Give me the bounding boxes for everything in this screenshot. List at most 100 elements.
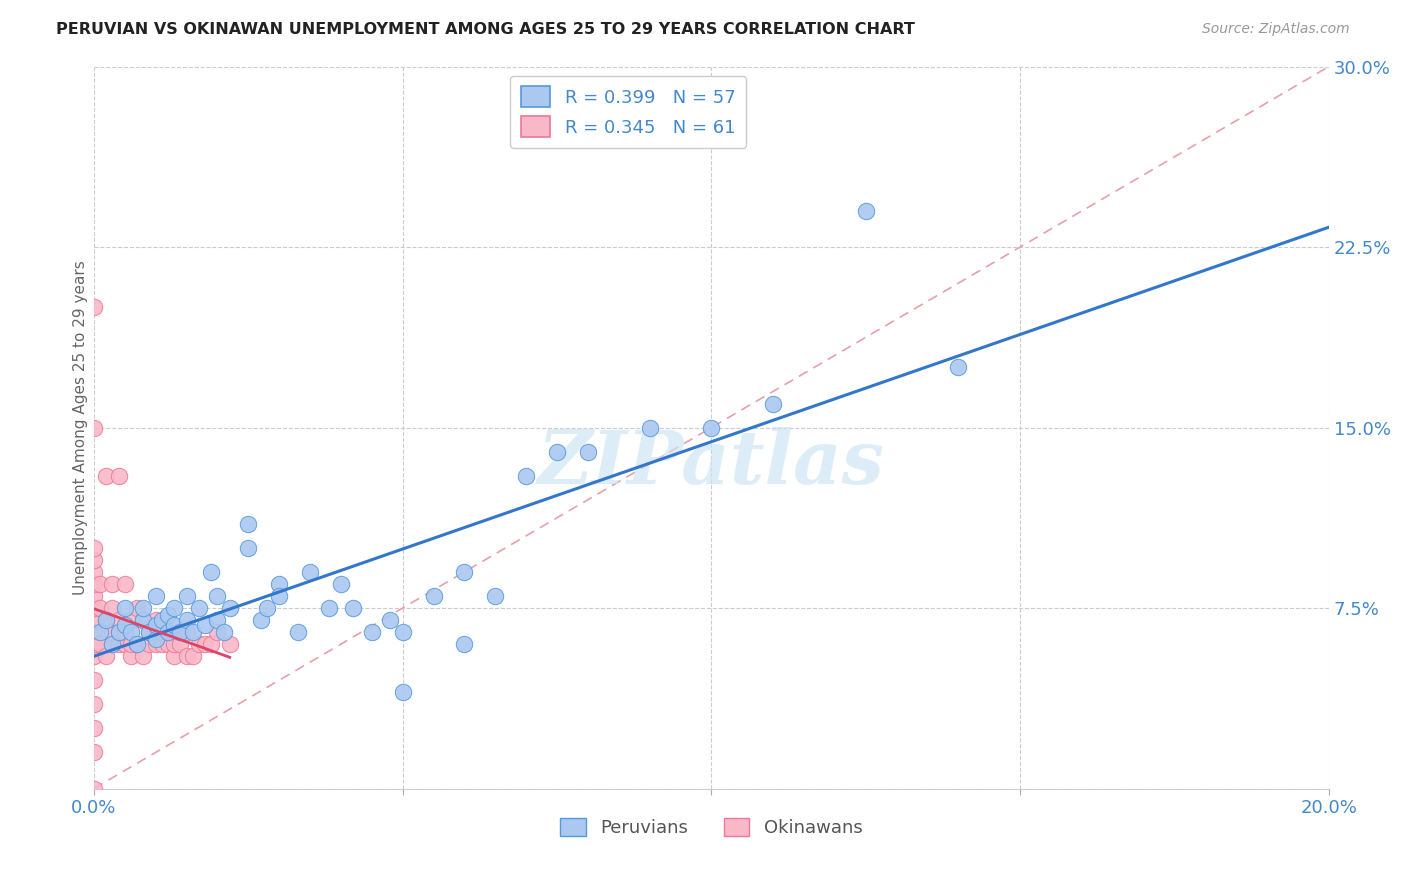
Point xyxy=(169,625,191,640)
Point xyxy=(360,625,382,640)
Point xyxy=(238,516,260,531)
Point xyxy=(96,468,118,483)
Point xyxy=(176,649,198,664)
Point xyxy=(83,613,105,627)
Point xyxy=(176,589,198,603)
Point xyxy=(169,625,191,640)
Point xyxy=(150,637,173,651)
Point xyxy=(163,601,186,615)
Point xyxy=(453,565,475,579)
Point xyxy=(83,781,105,796)
Point xyxy=(107,613,129,627)
Point xyxy=(107,468,129,483)
Point xyxy=(89,625,111,640)
Point xyxy=(120,637,142,651)
Point xyxy=(89,601,111,615)
Point xyxy=(169,637,191,651)
Legend: Peruvians, Okinawans: Peruvians, Okinawans xyxy=(553,811,870,845)
Point xyxy=(176,613,198,627)
Point xyxy=(163,637,186,651)
Point xyxy=(96,613,118,627)
Point xyxy=(114,601,136,615)
Point xyxy=(157,637,180,651)
Point xyxy=(145,589,167,603)
Point xyxy=(269,577,291,591)
Point xyxy=(576,444,599,458)
Point xyxy=(107,637,129,651)
Point xyxy=(342,601,364,615)
Point xyxy=(83,300,105,314)
Point xyxy=(145,632,167,647)
Point xyxy=(638,420,661,434)
Point xyxy=(200,565,222,579)
Point xyxy=(101,601,124,615)
Point xyxy=(138,625,160,640)
Point xyxy=(83,420,105,434)
Point xyxy=(256,601,278,615)
Point xyxy=(218,601,240,615)
Point xyxy=(132,613,155,627)
Y-axis label: Unemployment Among Ages 25 to 29 years: Unemployment Among Ages 25 to 29 years xyxy=(73,260,87,595)
Point xyxy=(83,541,105,555)
Point xyxy=(422,589,444,603)
Point xyxy=(207,613,229,627)
Point xyxy=(89,577,111,591)
Point xyxy=(83,625,105,640)
Point xyxy=(948,360,970,375)
Point xyxy=(391,625,413,640)
Point xyxy=(380,613,402,627)
Point xyxy=(207,589,229,603)
Point xyxy=(83,722,105,736)
Point xyxy=(132,613,155,627)
Point xyxy=(83,746,105,760)
Point xyxy=(101,637,124,651)
Point xyxy=(89,637,111,651)
Point xyxy=(127,637,149,651)
Point xyxy=(132,649,155,664)
Point xyxy=(120,613,142,627)
Point xyxy=(157,608,180,623)
Point xyxy=(218,637,240,651)
Point xyxy=(546,444,568,458)
Point xyxy=(96,613,118,627)
Point xyxy=(484,589,506,603)
Text: ZIPatlas: ZIPatlas xyxy=(538,427,884,500)
Point xyxy=(157,625,180,640)
Point xyxy=(107,625,129,640)
Point xyxy=(83,649,105,664)
Point xyxy=(101,625,124,640)
Point xyxy=(299,565,322,579)
Point xyxy=(287,625,309,640)
Text: PERUVIAN VS OKINAWAN UNEMPLOYMENT AMONG AGES 25 TO 29 YEARS CORRELATION CHART: PERUVIAN VS OKINAWAN UNEMPLOYMENT AMONG … xyxy=(56,22,915,37)
Point xyxy=(269,589,291,603)
Point xyxy=(762,396,785,410)
Point xyxy=(114,577,136,591)
Point xyxy=(107,625,129,640)
Point xyxy=(200,637,222,651)
Point xyxy=(120,625,142,640)
Point xyxy=(83,698,105,712)
Point xyxy=(700,420,723,434)
Point xyxy=(187,601,209,615)
Point xyxy=(453,637,475,651)
Point xyxy=(83,577,105,591)
Point xyxy=(83,601,105,615)
Point xyxy=(194,637,217,651)
Point xyxy=(150,613,173,627)
Point xyxy=(96,649,118,664)
Point xyxy=(145,613,167,627)
Point xyxy=(318,601,340,615)
Point xyxy=(132,601,155,615)
Point xyxy=(83,553,105,567)
Point xyxy=(212,625,235,640)
Point xyxy=(114,625,136,640)
Point xyxy=(181,649,204,664)
Point xyxy=(249,613,271,627)
Point xyxy=(150,625,173,640)
Point xyxy=(391,685,413,699)
Point xyxy=(145,618,167,632)
Point xyxy=(238,541,260,555)
Point xyxy=(515,468,537,483)
Point xyxy=(83,637,105,651)
Point xyxy=(157,625,180,640)
